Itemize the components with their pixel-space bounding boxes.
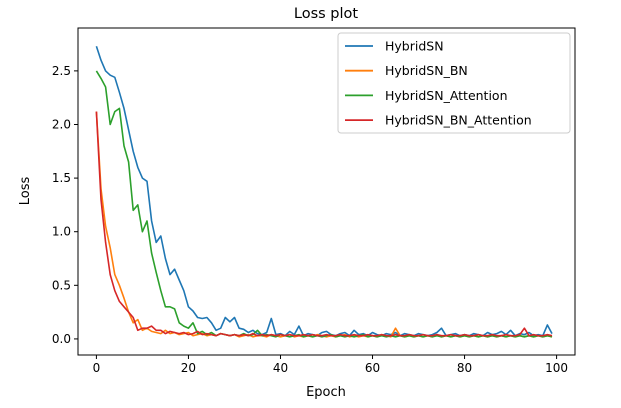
plot-frame [77, 27, 576, 356]
legend-label: HybridSN [385, 39, 444, 54]
y-tick-label: 2.0 [52, 117, 71, 131]
x-tick-label: 100 [545, 361, 568, 375]
y-tick-label: 1.5 [52, 171, 71, 185]
legend: HybridSN HybridSN_BN HybridSN_Attention Hyb… [337, 32, 571, 134]
legend-label: HybridSN_BN [385, 63, 468, 78]
series-line-hybridsn-attention [95, 70, 553, 338]
x-tick-label: 0 [93, 361, 101, 375]
series-line-hybridsn-bn-attention [95, 111, 553, 337]
chart-title: Loss plot [294, 6, 359, 22]
x-axis-label: Epoch [306, 385, 346, 400]
x-tick-label: 60 [365, 361, 380, 375]
legend-label: HybridSN_BN_Attention [385, 113, 532, 128]
y-tick-label: 0.0 [52, 332, 71, 346]
y-tick-label: 0.5 [52, 278, 71, 292]
y-tick-label: 2.5 [52, 64, 71, 78]
series-line-hybridsn [95, 45, 553, 337]
legend-box [337, 32, 571, 134]
legend-label: HybridSN_Attention [385, 88, 508, 103]
y-tick-label: 1.0 [52, 225, 71, 239]
x-tick-label: 80 [457, 361, 472, 375]
x-tick-label: 20 [181, 361, 196, 375]
x-tick-label: 40 [273, 361, 288, 375]
y-axis-label: Loss [18, 177, 33, 206]
